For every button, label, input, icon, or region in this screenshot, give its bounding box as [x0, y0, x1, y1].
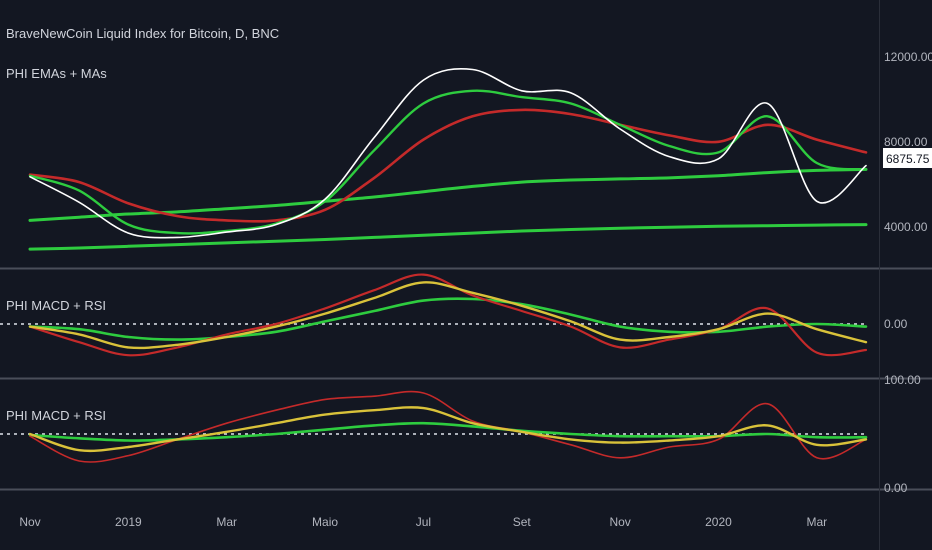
y-tick-label: 8000.00 [884, 135, 928, 149]
x-tick-label: 2019 [115, 515, 142, 529]
indicator-label-emas: PHI EMAs + MAs [6, 66, 107, 81]
series-line-ma-slow [28, 167, 868, 222]
series-line-price [29, 68, 867, 239]
series-line-ema-mid [28, 108, 868, 223]
y-tick-label: 0.00 [884, 317, 908, 331]
series-line-ema-fast [28, 89, 868, 235]
x-tick-label: Set [513, 515, 532, 529]
series-line-macd [28, 273, 868, 357]
series-line-rsi [29, 390, 867, 463]
last-price-tag: 6875.75 [883, 148, 932, 168]
last-price-tag-bg [883, 148, 932, 168]
series-line-rsi-slow [28, 421, 868, 442]
label-layer: BraveNewCoin Liquid Index for Bitcoin, D… [6, 26, 932, 529]
symbol-title: BraveNewCoin Liquid Index for Bitcoin, D… [6, 26, 279, 41]
last-price-text: 6875.75 [886, 152, 930, 166]
y-tick-label: 0.00 [884, 481, 908, 495]
indicator-label-macd: PHI MACD + RSI [6, 298, 106, 313]
y-tick-label: 12000.00 [884, 50, 932, 64]
x-tick-label: Mar [806, 515, 827, 529]
series-line-rsi-smooth [28, 406, 868, 453]
x-tick-label: Mar [216, 515, 237, 529]
series-layer [0, 68, 868, 463]
series-line-signal [28, 281, 868, 350]
series-line-ma-slowest [28, 223, 868, 251]
x-tick-label: Maio [312, 515, 338, 529]
y-tick-label: 100.00 [884, 373, 921, 387]
x-tick-label: Nov [19, 515, 40, 529]
series-line-slow [28, 297, 868, 341]
x-tick-label: Nov [609, 515, 630, 529]
y-tick-label: 4000.00 [884, 220, 928, 234]
x-tick-label: Jul [416, 515, 431, 529]
x-tick-label: 2020 [705, 515, 732, 529]
indicator-label-rsi: PHI MACD + RSI [6, 408, 106, 423]
